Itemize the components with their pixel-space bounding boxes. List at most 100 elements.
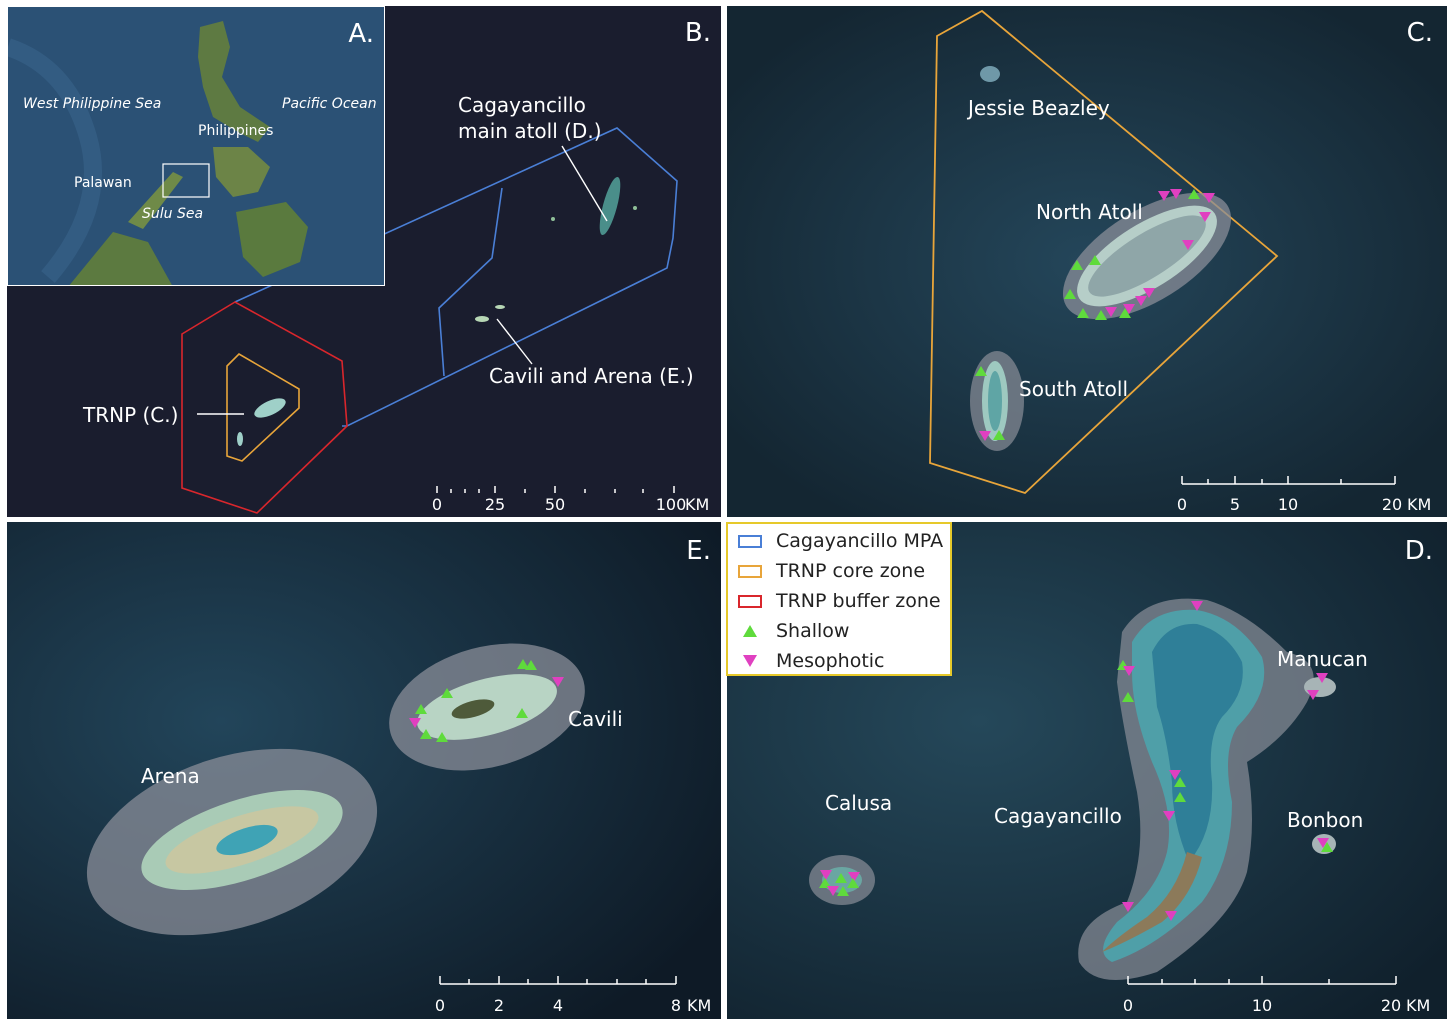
scale-bar bbox=[1181, 476, 1396, 485]
mesophotic-marker bbox=[1317, 838, 1329, 848]
legend-label: Mesophotic bbox=[776, 650, 885, 672]
panel-label: D. bbox=[1404, 536, 1433, 566]
panel-b-svg bbox=[181, 127, 678, 514]
cagayancillo-label: Cagayancillo bbox=[994, 804, 1122, 828]
mesophotic-marker bbox=[409, 718, 421, 728]
palawan-label: Palawan bbox=[74, 175, 132, 191]
cagayancillo-atoll-shape bbox=[599, 176, 621, 236]
scale-unit: KM bbox=[685, 495, 710, 514]
shallow-marker bbox=[1119, 308, 1131, 318]
mesophotic-marker bbox=[1182, 240, 1194, 250]
shallow-marker bbox=[1064, 289, 1076, 299]
shallow-marker bbox=[1188, 189, 1200, 199]
mesophotic-marker bbox=[1122, 902, 1134, 912]
shallow-marker bbox=[441, 688, 453, 698]
mindanao-shape bbox=[236, 202, 308, 277]
mesophotic-marker bbox=[827, 886, 839, 896]
scale-tick: 5 bbox=[1229, 495, 1241, 514]
scale-tick: 0 bbox=[1176, 495, 1188, 514]
manucan-label: Manucan bbox=[1277, 647, 1368, 671]
scale-tick: 0 bbox=[434, 996, 446, 1015]
panel-e-svg bbox=[7, 522, 721, 1019]
mesophotic-marker bbox=[820, 870, 832, 880]
mesophotic-marker bbox=[1170, 189, 1182, 199]
south-atoll-label: South Atoll bbox=[1019, 377, 1129, 401]
trnp-core-zone bbox=[226, 352, 300, 462]
mesophotic-marker bbox=[1199, 212, 1211, 222]
shallow-triangle-icon bbox=[738, 625, 762, 637]
mesophotic-marker bbox=[1307, 690, 1319, 700]
borneo-shape bbox=[69, 232, 172, 285]
panel-label: C. bbox=[1406, 18, 1433, 48]
arena-label: Arena bbox=[141, 764, 200, 788]
leader-line bbox=[496, 318, 533, 365]
mesophotic-marker bbox=[1316, 673, 1328, 683]
panel-label: B. bbox=[684, 18, 711, 48]
north-atoll-label: North Atoll bbox=[1036, 200, 1143, 224]
site-markers bbox=[819, 601, 1333, 921]
mesophotic-marker bbox=[552, 677, 564, 687]
cavili-shape bbox=[475, 316, 489, 322]
scale-tick: 20 bbox=[1381, 495, 1403, 514]
luzon-shape bbox=[198, 21, 270, 142]
shallow-marker bbox=[516, 708, 528, 718]
cavili-label: Cavili bbox=[568, 707, 623, 731]
north-atoll-shape bbox=[254, 398, 286, 418]
map-legend: Cagayancillo MPA TRNP core zone TRNP buf… bbox=[726, 522, 952, 676]
sulu-sea-label: Sulu Sea bbox=[142, 206, 204, 222]
calusa-label: Calusa bbox=[825, 791, 893, 815]
legend-swatch-mpa bbox=[738, 534, 762, 548]
panel-label: E. bbox=[686, 536, 711, 566]
scale-tick: 10 bbox=[1277, 495, 1299, 514]
north-atoll-lagoon bbox=[1088, 215, 1206, 297]
site-markers bbox=[409, 659, 564, 742]
manucan-shape bbox=[1304, 677, 1336, 697]
shallow-marker bbox=[1122, 692, 1134, 702]
scale-unit: KM bbox=[1406, 996, 1431, 1015]
legend-item-buffer: TRNP buffer zone bbox=[738, 587, 941, 615]
mesophotic-marker bbox=[1163, 811, 1175, 821]
trnp-buffer-zone bbox=[181, 301, 348, 514]
trnp-label: TRNP (C.) bbox=[83, 403, 179, 427]
mesophotic-marker bbox=[848, 872, 860, 882]
shallow-marker bbox=[975, 366, 987, 376]
cagayancillo-lagoon bbox=[1152, 623, 1243, 862]
legend-label: Cagayancillo MPA bbox=[776, 530, 944, 552]
shallow-marker bbox=[993, 430, 1005, 440]
arena-pool bbox=[216, 824, 278, 856]
shallow-marker bbox=[835, 873, 847, 883]
pacific-ocean-label: Pacific Ocean bbox=[282, 96, 377, 112]
west-philippine-sea-label: West Philippine Sea bbox=[23, 96, 162, 112]
shallow-marker bbox=[415, 704, 427, 714]
scale-tick: 20 bbox=[1380, 996, 1402, 1015]
shallow-marker bbox=[517, 659, 529, 669]
small-island bbox=[633, 206, 637, 210]
legend-item-shallow: Shallow bbox=[738, 617, 849, 645]
scale-tick: 4 bbox=[552, 996, 564, 1015]
shallow-marker bbox=[1095, 310, 1107, 320]
scale-unit: KM bbox=[687, 996, 712, 1015]
site-markers bbox=[975, 189, 1215, 441]
panel-a-inset-map: A. West Philippine Sea Pacific Ocean Phi… bbox=[7, 6, 385, 286]
legend-swatch-buffer bbox=[738, 594, 762, 608]
shallow-marker bbox=[1071, 260, 1083, 270]
scale-tick: 25 bbox=[484, 495, 506, 514]
mesophotic-marker bbox=[1169, 770, 1181, 780]
mesophotic-marker bbox=[1158, 191, 1170, 201]
shallow-marker bbox=[1089, 255, 1101, 265]
leader-line bbox=[561, 145, 608, 222]
legend-swatch-core bbox=[738, 564, 762, 578]
jessie-beazley-shape bbox=[980, 66, 1000, 82]
scale-bar bbox=[439, 976, 677, 985]
shallow-marker bbox=[1077, 308, 1089, 318]
cagayancillo-land bbox=[1102, 852, 1202, 952]
legend-item-mesophotic: Mesophotic bbox=[738, 647, 885, 675]
mesophotic-marker bbox=[1135, 296, 1147, 306]
palawan-shape bbox=[128, 172, 183, 229]
mesophotic-marker bbox=[1191, 601, 1203, 611]
shallow-marker bbox=[420, 729, 432, 739]
legend-label: TRNP buffer zone bbox=[776, 590, 941, 612]
panel-c-trnp-map: C. Jessie Beazley North Atoll South Atol… bbox=[727, 6, 1447, 517]
mesophotic-marker bbox=[1105, 307, 1117, 317]
scale-tick: 100 bbox=[655, 495, 687, 514]
